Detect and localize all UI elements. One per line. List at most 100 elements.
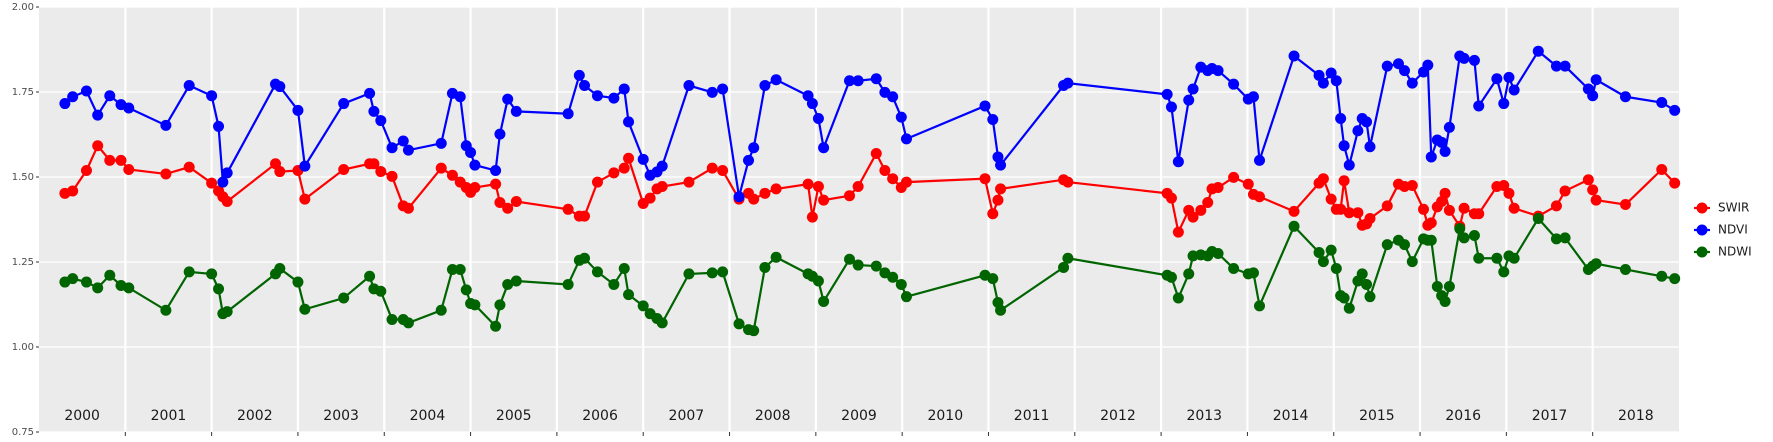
data-point [435,162,447,174]
data-point [1338,292,1350,304]
data-point [1425,217,1437,229]
data-point [1468,54,1480,66]
data-point [1361,278,1373,290]
data-point [221,195,233,207]
data-point [67,185,79,197]
legend-key [1696,246,1708,258]
data-point [1195,204,1207,216]
data-point [274,262,286,274]
data-point [1443,121,1455,133]
data-point [368,158,380,170]
data-point [1062,252,1074,264]
data-point [402,144,414,156]
x-tick-label: 2015 [1359,408,1395,424]
data-point [469,182,481,194]
data-point [1364,141,1376,153]
data-point [502,93,514,105]
data-point [1508,202,1520,214]
data-point [92,140,104,152]
data-point [879,165,891,177]
data-point [221,167,233,179]
data-point [1443,204,1455,216]
data-point [591,266,603,278]
data-point [402,202,414,214]
data-point [706,162,718,174]
data-point [1669,273,1681,285]
data-point [1418,203,1430,215]
data-point [123,102,135,114]
data-point [221,306,233,318]
data-point [490,320,502,332]
data-point [979,173,991,185]
data-point [852,259,864,271]
data-point [1338,140,1350,152]
data-point [1559,185,1571,197]
data-point [844,190,856,202]
data-point [510,195,522,207]
data-point [1317,77,1329,89]
data-point [435,137,447,149]
data-point [579,252,591,264]
data-point [1503,187,1515,199]
data-point [717,266,729,278]
data-point [759,261,771,273]
data-point [1317,256,1329,268]
data-point [1473,100,1485,112]
data-point [104,269,116,281]
data-point [1212,65,1224,77]
data-point [802,178,814,190]
x-tick-label: 2018 [1618,408,1654,424]
legend-label: NDWI [1718,245,1752,259]
data-point [299,193,311,205]
data-point [1439,146,1451,157]
data-point [469,159,481,171]
data-point [733,318,745,330]
x-tick-label: 2013 [1186,408,1222,424]
x-tick-label: 2017 [1532,408,1568,424]
data-point [748,325,760,337]
data-point [299,160,311,172]
data-point [183,161,195,173]
data-point [1172,226,1184,238]
data-point [183,80,195,92]
data-point [510,105,522,117]
data-point [1343,207,1355,219]
data-point [1343,159,1355,171]
legend: SWIR NDVI NDWI [1694,201,1752,259]
data-point [895,278,907,290]
data-point [494,197,506,208]
data-point [1338,175,1350,187]
data-point [1212,248,1224,259]
data-point [1503,71,1515,83]
data-point [1228,78,1240,90]
data-point [1582,174,1594,186]
data-point [454,263,466,275]
legend-label: NDVI [1718,223,1748,237]
data-point [644,192,656,204]
data-point [844,75,856,87]
data-point [1172,292,1184,304]
data-point [1491,73,1503,85]
data-point [1202,197,1214,208]
data-point [812,113,824,125]
data-point [1532,45,1544,57]
data-point [818,142,830,154]
x-tick-label: 2008 [755,408,791,424]
data-point [1381,60,1393,72]
x-tick-label: 2001 [151,408,187,424]
data-point [397,135,409,147]
data-point [386,170,398,182]
x-tick-label: 2009 [841,408,877,424]
data-point [1498,98,1510,110]
data-point [562,203,574,215]
data-point [123,282,135,294]
data-point [1458,202,1470,214]
data-point [743,154,755,166]
data-point [562,278,574,290]
data-point [292,276,304,288]
data-point [213,283,225,295]
data-point [213,120,225,132]
x-tick-label: 2014 [1273,408,1309,424]
marks [59,45,1681,337]
data-point [115,154,127,166]
